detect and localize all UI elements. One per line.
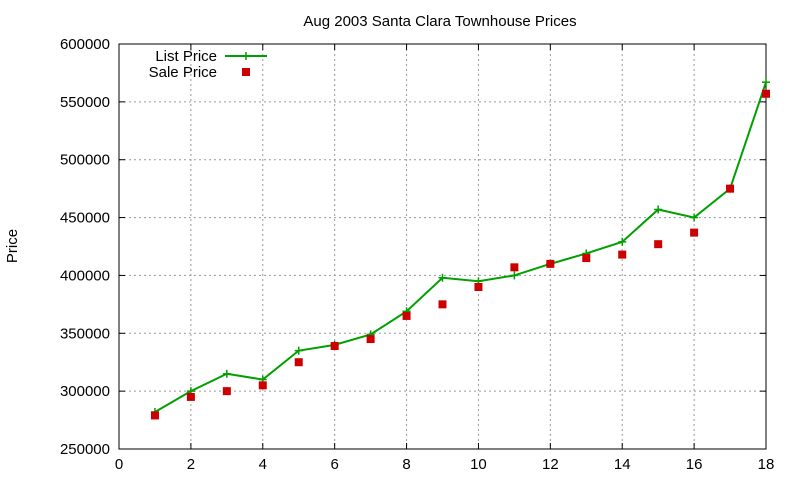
legend-marker [242,68,250,76]
x-tick-label: 10 [470,456,487,473]
data-point [618,237,627,246]
data-point [150,411,159,420]
x-tick-label: 16 [686,456,703,473]
data-point [222,369,231,378]
series-line [154,81,767,413]
y-tick-label: 400000 [60,267,110,284]
data-point [510,271,519,280]
data-point [762,89,770,98]
data-point [294,358,303,367]
plot-frame [118,43,767,450]
data-point [222,387,231,396]
legend-swatch-list-price [225,52,267,60]
legend-marker [242,52,250,60]
legend: List Price Sale Price [149,48,267,81]
x-tick-label: 2 [187,456,195,473]
y-tick-label: 550000 [60,94,110,111]
data-point [546,259,555,268]
x-tick-label: 12 [542,456,559,473]
x-tick-label: 6 [330,456,338,473]
y-axis-label: Price [4,229,21,263]
x-tick-label: 18 [758,456,775,473]
data-point [402,311,411,320]
data-point [690,228,699,237]
y-tick-label: 500000 [60,152,110,169]
y-tick-label: 350000 [60,325,110,342]
data-point [438,300,447,309]
legend-label-list-price: List Price [155,48,217,65]
data-point [654,205,663,214]
x-tick-label: 14 [614,456,631,473]
legend-swatch-sale-price [242,68,250,76]
grid [119,44,766,449]
data-point [474,283,483,291]
data-point [726,184,735,193]
data-point [438,273,447,282]
data-point [294,346,303,355]
data-point [186,392,195,401]
series-list-price [150,78,770,416]
y-tick-label: 300000 [60,383,110,400]
axis-ticks: 0 2 4 6 8 10 12 14 16 18 250000 300000 350000 400000 4… [60,36,774,473]
data-point [510,263,519,272]
x-tick-label: 8 [402,456,410,473]
legend-label-sale-price: Sale Price [149,64,217,81]
data-point [366,335,375,344]
chart-title: Aug 2003 Santa Clara Townhouse Prices [303,13,576,30]
x-tick-label: 0 [115,456,123,473]
series-sale-price [150,89,770,420]
data-point [582,254,591,263]
data-point [330,342,339,351]
y-tick-label: 450000 [60,210,110,227]
series [150,78,770,420]
data-point [654,240,663,249]
data-point [690,213,699,222]
data-point [258,381,267,390]
y-tick-label: 600000 [60,36,110,53]
data-point [762,78,770,87]
x-tick-label: 4 [259,456,267,473]
data-point [618,250,627,259]
y-tick-label: 250000 [60,441,110,458]
